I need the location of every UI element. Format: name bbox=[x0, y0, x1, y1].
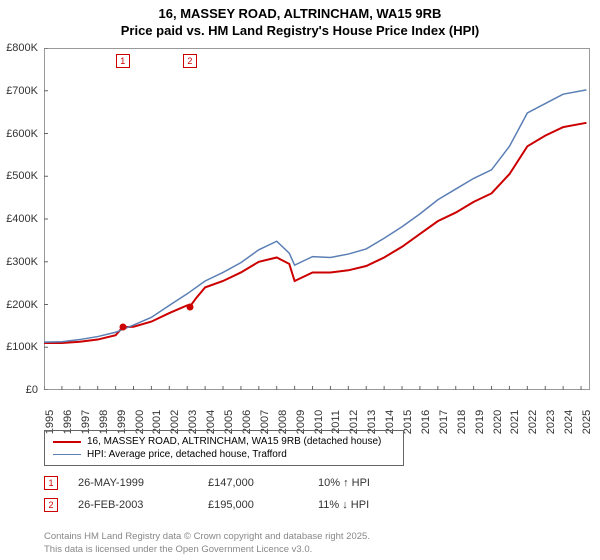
x-tick-label: 2024 bbox=[563, 410, 575, 434]
sale-date: 26-MAY-1999 bbox=[78, 477, 188, 489]
y-axis: £0£100K£200K£300K£400K£500K£600K£700K£80… bbox=[0, 48, 40, 390]
x-axis: 1995199619971998199920002001200220032004… bbox=[44, 394, 590, 434]
legend-label: 16, MASSEY ROAD, ALTRINCHAM, WA15 9RB (d… bbox=[87, 436, 381, 447]
sale-delta: 11% ↓ HPI bbox=[318, 499, 369, 511]
legend-line-icon bbox=[53, 454, 81, 456]
sale-dot bbox=[119, 324, 126, 331]
y-tick-label: £500K bbox=[6, 170, 38, 182]
attribution-line2: This data is licensed under the Open Gov… bbox=[44, 544, 370, 556]
title-line2: Price paid vs. HM Land Registry's House … bbox=[0, 23, 600, 40]
legend-label: HPI: Average price, detached house, Traf… bbox=[87, 449, 287, 460]
sale-price: £147,000 bbox=[208, 477, 298, 489]
x-tick-label: 2022 bbox=[527, 410, 539, 434]
x-tick-label: 2017 bbox=[438, 410, 450, 434]
chart-title: 16, MASSEY ROAD, ALTRINCHAM, WA15 9RB Pr… bbox=[0, 0, 600, 40]
chart-sale-marker: 1 bbox=[116, 54, 130, 68]
x-tick-label: 2021 bbox=[509, 410, 521, 434]
x-tick-label: 2018 bbox=[456, 410, 468, 434]
sale-row: 1 26-MAY-1999 £147,000 10% ↑ HPI bbox=[44, 476, 584, 490]
sale-date: 26-FEB-2003 bbox=[78, 499, 188, 511]
sale-delta: 10% ↑ HPI bbox=[318, 477, 370, 489]
sale-dot bbox=[186, 303, 193, 310]
y-tick-label: £600K bbox=[6, 128, 38, 140]
attribution: Contains HM Land Registry data © Crown c… bbox=[44, 531, 370, 556]
sale-row: 2 26-FEB-2003 £195,000 11% ↓ HPI bbox=[44, 498, 584, 512]
attribution-line1: Contains HM Land Registry data © Crown c… bbox=[44, 531, 370, 543]
y-tick-label: £300K bbox=[6, 256, 38, 268]
x-tick-label: 2023 bbox=[545, 410, 557, 434]
x-tick-label: 2019 bbox=[474, 410, 486, 434]
y-tick-label: £800K bbox=[6, 42, 38, 54]
y-tick-label: £0 bbox=[26, 384, 38, 396]
series-price_paid bbox=[44, 123, 586, 343]
legend-row: HPI: Average price, detached house, Traf… bbox=[53, 448, 395, 461]
series-hpi bbox=[44, 90, 586, 342]
chart-area: 12 bbox=[44, 48, 590, 390]
y-tick-label: £400K bbox=[6, 213, 38, 225]
chart-sale-marker: 2 bbox=[183, 54, 197, 68]
title-line1: 16, MASSEY ROAD, ALTRINCHAM, WA15 9RB bbox=[0, 6, 600, 23]
legend-line-icon bbox=[53, 441, 81, 443]
plot-svg bbox=[44, 48, 590, 390]
y-tick-label: £700K bbox=[6, 85, 38, 97]
y-tick-label: £100K bbox=[6, 341, 38, 353]
sale-marker-icon: 1 bbox=[44, 476, 58, 490]
y-tick-label: £200K bbox=[6, 299, 38, 311]
x-tick-label: 2016 bbox=[420, 410, 432, 434]
x-tick-label: 2025 bbox=[581, 410, 593, 434]
chart-container: 16, MASSEY ROAD, ALTRINCHAM, WA15 9RB Pr… bbox=[0, 0, 600, 560]
legend: 16, MASSEY ROAD, ALTRINCHAM, WA15 9RB (d… bbox=[44, 430, 404, 466]
legend-row: 16, MASSEY ROAD, ALTRINCHAM, WA15 9RB (d… bbox=[53, 435, 395, 448]
sale-price: £195,000 bbox=[208, 499, 298, 511]
x-tick-label: 2020 bbox=[492, 410, 504, 434]
sale-marker-icon: 2 bbox=[44, 498, 58, 512]
